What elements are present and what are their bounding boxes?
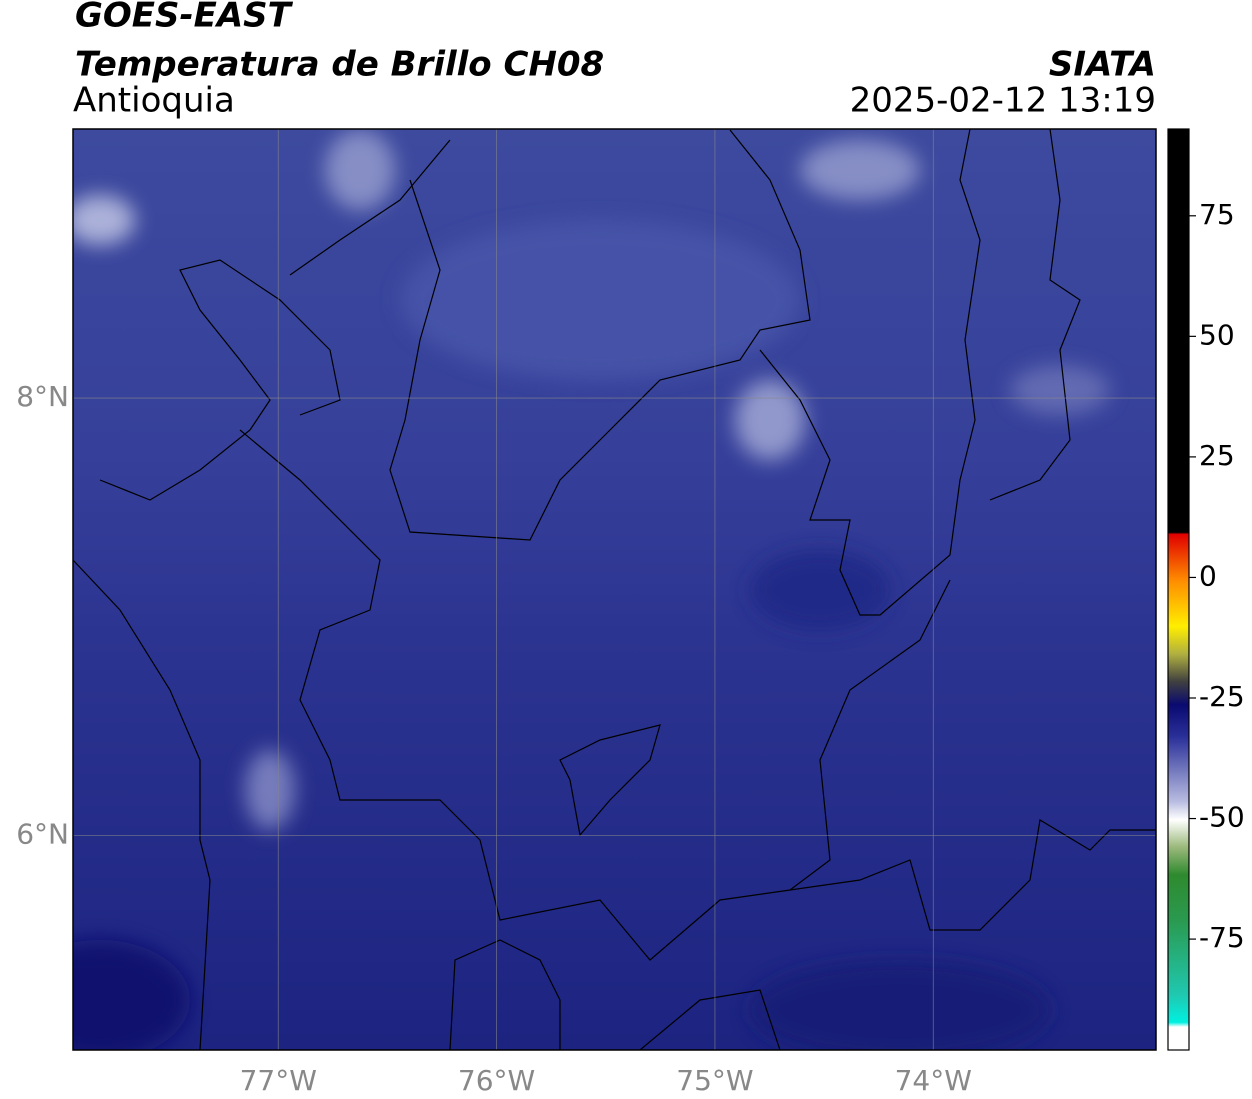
source: SIATA [1049, 45, 1156, 85]
map-image [73, 129, 1156, 1050]
colorbar-tick-label: 25 [1199, 439, 1235, 472]
region: Antioquia [73, 81, 235, 121]
colorbar-tick-label: -50 [1199, 801, 1245, 834]
graticule [73, 129, 1156, 1050]
colorbar-tick-label: -75 [1199, 921, 1245, 954]
lon-tick-label: 75°W [676, 1064, 753, 1097]
datetime: 2025-02-12 13:19 [850, 81, 1156, 121]
lon-tick-label: 76°W [458, 1064, 535, 1097]
lon-tick-label: 74°W [895, 1064, 972, 1097]
colorbar-tick-label: -25 [1199, 680, 1245, 713]
colorbar-tick-label: 0 [1199, 559, 1217, 592]
lon-tick-label: 77°W [240, 1064, 317, 1097]
colorbar [1167, 128, 1190, 1051]
lat-tick-label: 8°N [16, 380, 69, 413]
title: GOES-EAST [75, 0, 294, 36]
subtitle: Temperatura de Brillo CH08 [75, 45, 604, 85]
colorbar-tick-label: 50 [1199, 318, 1235, 351]
map-frame [72, 128, 1157, 1051]
lat-tick-label: 6°N [16, 818, 69, 851]
colorbar-tick-label: 75 [1199, 198, 1235, 231]
